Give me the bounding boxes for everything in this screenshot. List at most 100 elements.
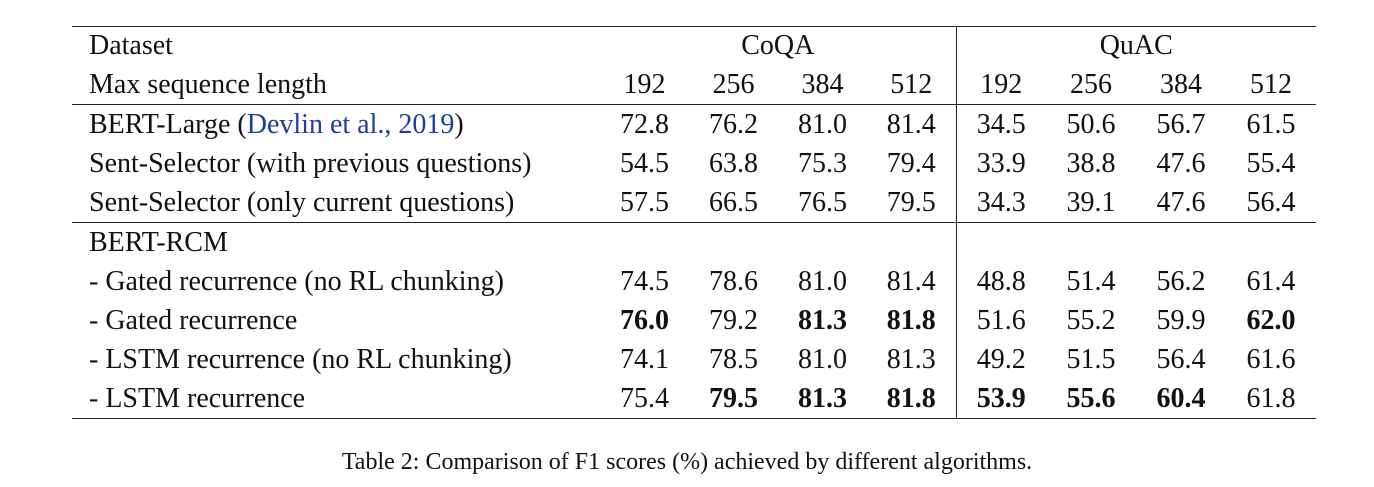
score-cell: 66.5 (709, 186, 758, 218)
seq-length-cell: 256 (1070, 68, 1112, 100)
dataset-header-label: Dataset (72, 26, 600, 65)
coqa-group-header: CoQA (600, 26, 956, 65)
score-cell: 49.2 (955, 340, 1046, 379)
table-row: Sent-Selector (only current questions) 57… (72, 183, 1316, 223)
score-cell: 34.5 (955, 104, 1046, 144)
score-cell (867, 222, 956, 262)
score-cell: 63.8 (709, 147, 758, 179)
score-cell: 39.1 (1066, 186, 1116, 218)
seq-length-cell: 512 (1250, 68, 1292, 100)
score-cell: 55.2 (1066, 304, 1116, 336)
score-cell: 47.6 (1156, 186, 1206, 218)
score-cell: 75.4 (600, 379, 689, 419)
row-label: BERT-RCM (72, 222, 600, 262)
score-cell: 56.2 (1156, 265, 1206, 297)
citation-link[interactable]: Devlin et al., 2019 (246, 108, 455, 140)
seq-length-cell: 384 (801, 68, 844, 100)
table-row: - LSTM recurrence (no RL chunking) 74.1 78… (72, 340, 1316, 379)
score-cell: 81.3 (798, 304, 847, 336)
score-cell: 81.8 (867, 379, 956, 419)
score-cell: 79.4 (886, 147, 936, 179)
score-cell: 60.4 (1136, 379, 1226, 419)
table-row: Sent-Selector (with previous questions) 5… (72, 144, 1316, 183)
score-cell: 34.3 (955, 183, 1046, 223)
header-row-dataset: Dataset CoQA QuAC (72, 26, 1316, 65)
table-row: - Gated recurrence (no RL chunking) 74.5 7… (72, 262, 1316, 301)
score-cell: 61.5 (1226, 104, 1316, 144)
row-label: - Gated recurrence (no RL chunking) (89, 265, 504, 297)
score-cell (1046, 222, 1136, 262)
score-cell: 76.0 (620, 304, 669, 336)
seq-length-cell: 192 (955, 65, 1046, 105)
f1-scores-table: Dataset CoQA QuAC Max sequence length 19… (72, 26, 1316, 419)
results-table-container: Dataset CoQA QuAC Max sequence length 19… (72, 26, 1316, 419)
score-cell: 72.8 (600, 104, 689, 144)
score-cell: 81.0 (798, 265, 847, 297)
score-cell: 81.0 (778, 104, 867, 144)
score-cell: 78.5 (709, 343, 758, 375)
score-cell: 47.6 (1156, 147, 1206, 179)
table-caption: Table 2: Comparison of F1 scores (%) ach… (341, 449, 1033, 475)
score-cell: 56.4 (1246, 186, 1296, 218)
score-cell: 78.6 (709, 265, 758, 297)
score-cell: 79.2 (709, 304, 758, 336)
score-cell (689, 222, 778, 262)
seq-length-cell: 192 (623, 68, 666, 100)
score-cell: 81.4 (867, 104, 956, 144)
table-row: BERT-Large (Devlin et al., 2019) 72.8 76.2… (72, 104, 1316, 144)
score-cell: 51.5 (1066, 343, 1116, 375)
score-cell: 55.4 (1246, 147, 1296, 179)
score-cell (1226, 222, 1316, 262)
table-row: - Gated recurrence 76.0 79.2 81.3 81.8 51.6 55… (72, 301, 1316, 340)
score-cell: 81.3 (886, 343, 936, 375)
score-cell: 56.7 (1136, 104, 1226, 144)
row-label: Sent-Selector (with previous questions) (89, 147, 532, 179)
row-label: - Gated recurrence (89, 304, 298, 336)
table-row: BERT-RCM (72, 222, 1316, 262)
row-label: BERT-Large (Devlin et al., 2019) (72, 104, 600, 144)
score-cell: 76.5 (798, 186, 847, 218)
score-cell: 81.8 (886, 304, 936, 336)
score-cell: 61.4 (1246, 265, 1296, 297)
score-cell: 61.8 (1226, 379, 1316, 419)
score-cell: 51.6 (955, 301, 1046, 340)
score-cell: 81.4 (886, 265, 936, 297)
score-cell: 55.6 (1046, 379, 1136, 419)
score-cell (600, 222, 689, 262)
score-cell: 56.4 (1156, 343, 1206, 375)
score-cell: 59.9 (1156, 304, 1206, 336)
score-cell: 61.6 (1246, 343, 1296, 375)
score-cell: 79.5 (689, 379, 778, 419)
score-cell: 74.1 (620, 343, 669, 375)
row-label: - LSTM recurrence (72, 379, 600, 419)
score-cell: 57.5 (620, 186, 669, 218)
row-label-text: BERT-Large ( (89, 108, 247, 140)
score-cell: 51.4 (1066, 265, 1116, 297)
score-cell: 54.5 (620, 147, 669, 179)
score-cell: 48.8 (955, 262, 1046, 301)
score-cell: 38.8 (1066, 147, 1116, 179)
seq-length-header-label: Max sequence length (89, 68, 327, 100)
score-cell: 33.9 (955, 144, 1046, 183)
score-cell: 50.6 (1046, 104, 1136, 144)
score-cell (778, 222, 867, 262)
row-label-text: ) (454, 108, 464, 140)
score-cell: 62.0 (1246, 304, 1296, 336)
row-label: Sent-Selector (only current questions) (89, 186, 515, 218)
seq-length-cell: 512 (890, 68, 933, 100)
header-row-seq-length: Max sequence length 192 256 384 512 192 … (72, 65, 1316, 105)
quac-group-header: QuAC (955, 26, 1316, 65)
score-cell: 79.5 (886, 186, 936, 218)
score-cell: 81.3 (778, 379, 867, 419)
seq-length-cell: 384 (1160, 68, 1202, 100)
row-label: - LSTM recurrence (no RL chunking) (89, 343, 512, 375)
score-cell: 75.3 (798, 147, 847, 179)
score-cell (1136, 222, 1226, 262)
score-cell (955, 222, 1046, 262)
seq-length-cell: 256 (712, 68, 755, 100)
table-row: - LSTM recurrence 75.4 79.5 81.3 81.8 53.9 55.… (72, 379, 1316, 419)
score-cell: 81.0 (798, 343, 847, 375)
score-cell: 76.2 (689, 104, 778, 144)
score-cell: 53.9 (955, 379, 1046, 419)
score-cell: 74.5 (620, 265, 669, 297)
